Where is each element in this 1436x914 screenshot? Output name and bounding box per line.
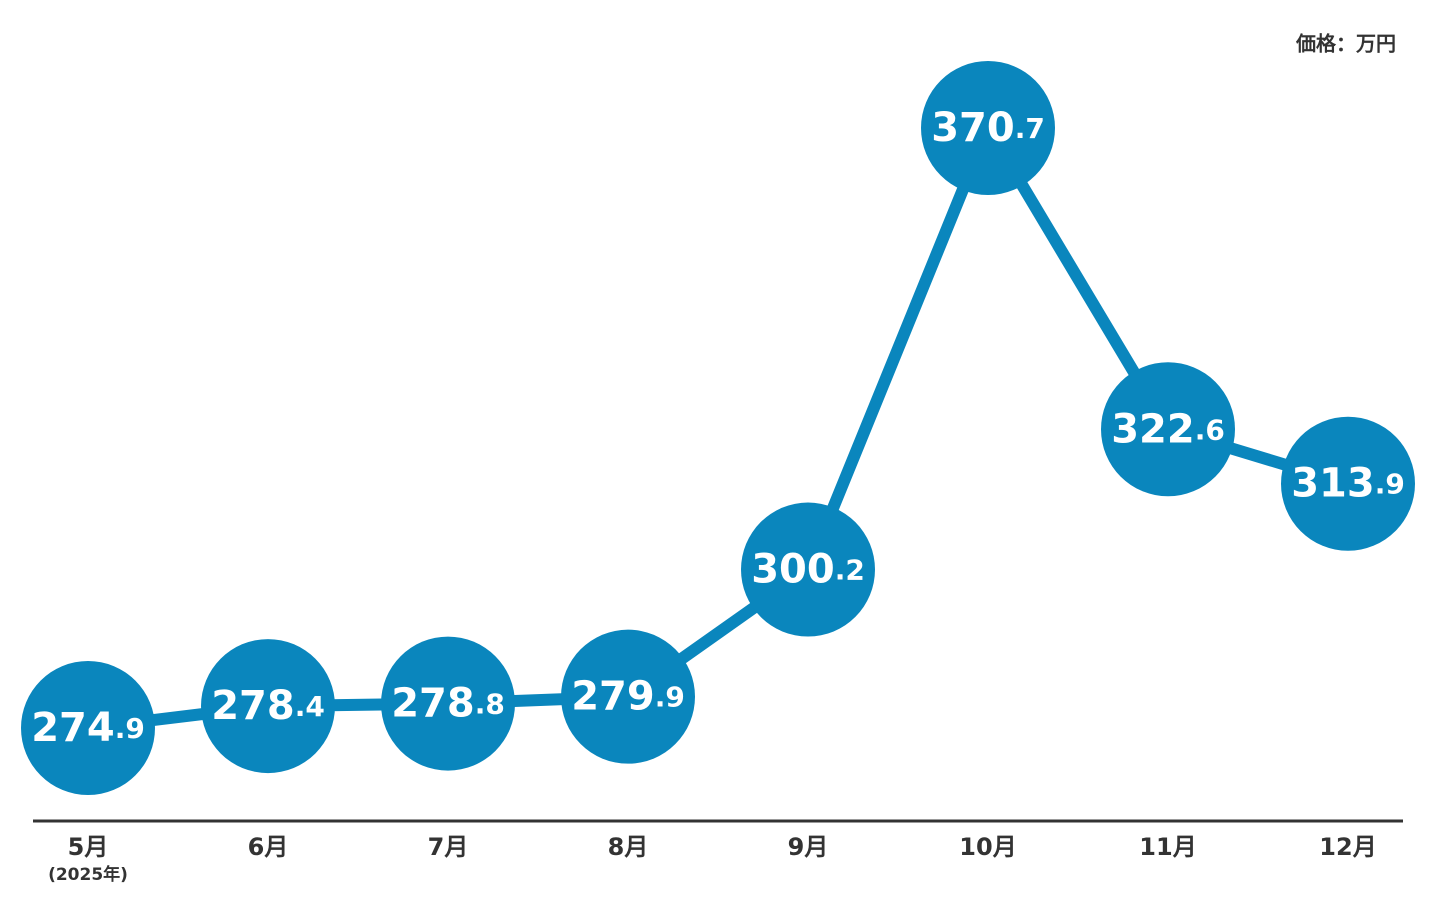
data-label: 322.6 bbox=[1111, 406, 1225, 452]
point bbox=[921, 61, 1055, 195]
x-tick-label: 8月 bbox=[608, 833, 649, 861]
point bbox=[21, 661, 155, 795]
x-tick-label: 6月 bbox=[248, 833, 289, 861]
x-tick-label: 11月 bbox=[1139, 833, 1196, 861]
x-tick-label: 5月 bbox=[68, 833, 109, 861]
point bbox=[1101, 362, 1235, 497]
x-tick-label: 7月 bbox=[428, 833, 469, 861]
unit-label: 価格：万円 bbox=[1295, 32, 1396, 56]
data-label: 370.7 bbox=[931, 105, 1045, 151]
point bbox=[381, 636, 515, 771]
point bbox=[1281, 416, 1415, 551]
point bbox=[561, 629, 695, 764]
category-note: (2025年) bbox=[48, 864, 128, 885]
x-tick-label: 10月 bbox=[959, 833, 1016, 861]
data-label: 274.9 bbox=[31, 705, 145, 751]
x-tick-label: 9月 bbox=[788, 833, 829, 861]
x-tick-label: 12月 bbox=[1319, 833, 1376, 861]
point bbox=[741, 502, 875, 637]
point bbox=[201, 639, 335, 774]
data-label: 278.8 bbox=[391, 681, 505, 727]
data-label: 279.9 bbox=[571, 674, 685, 720]
data-label: 300.2 bbox=[751, 547, 865, 593]
data-label: 278.4 bbox=[211, 683, 325, 729]
data-label: 313.9 bbox=[1291, 461, 1405, 507]
